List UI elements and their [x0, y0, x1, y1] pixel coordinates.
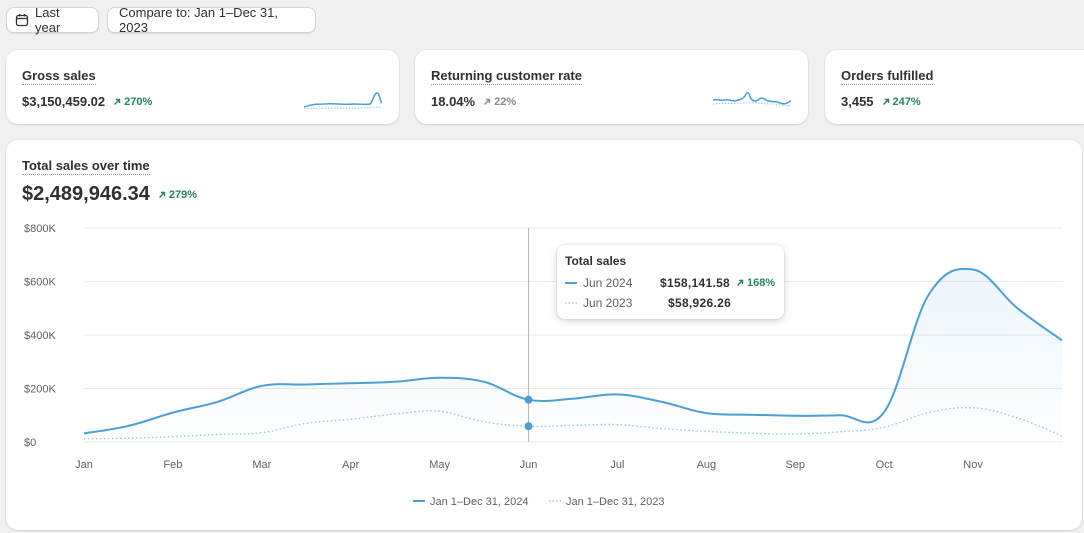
compare-button[interactable]: Compare to: Jan 1–Dec 31, 2023	[107, 5, 316, 35]
primary-series-point	[524, 395, 533, 404]
tooltip-title: Total sales	[565, 254, 627, 268]
tooltip-swatch-current	[565, 282, 577, 284]
metric-value-text: 3,455	[841, 94, 874, 109]
metric-delta-text: 270%	[124, 95, 153, 108]
tooltip-delta: 168%	[736, 277, 775, 289]
metric-value-text: 18.04%	[431, 94, 476, 109]
x-tick-label: Jul	[610, 459, 624, 471]
metric-delta: 22%	[483, 96, 516, 108]
tooltip-delta-text: 168%	[747, 277, 776, 289]
primary-series-area	[84, 268, 1062, 442]
compare-label: Compare to: Jan 1–Dec 31, 2023	[119, 5, 278, 35]
legend-label-previous: Jan 1–Dec 31, 2023	[566, 496, 664, 508]
metric-title: Orders fulfilled	[841, 68, 934, 85]
calendar-icon	[15, 13, 29, 27]
y-tick-label: $400K	[24, 330, 56, 342]
arrow-up-right-icon	[882, 98, 889, 105]
x-tick-label: Nov	[963, 459, 983, 471]
tooltip-value-previous: $58,926.26	[668, 296, 732, 310]
x-tick-label: May	[429, 459, 450, 471]
y-tick-label: $200K	[24, 384, 56, 396]
card-value: $2,489,946.34 279%	[22, 183, 197, 206]
card-title[interactable]: Total sales over time	[22, 158, 150, 175]
sparkline	[304, 92, 383, 110]
metric-value: 3,455 247%	[841, 94, 921, 109]
total-sales-value: $2,489,946.34	[22, 183, 150, 205]
metric-delta: 270%	[113, 96, 152, 108]
comparison-series-point	[524, 422, 533, 431]
metric-value: 18.04% 22%	[431, 94, 516, 109]
arrow-up-right-icon	[737, 279, 744, 286]
x-tick-label: Jan	[75, 459, 93, 471]
date-range-button[interactable]: Last year	[6, 5, 99, 35]
chart-legend: Jan 1–Dec 31, 2024 Jan 1–Dec 31, 2023	[413, 496, 664, 508]
total-sales-card: Total sales over time $2,489,946.34 279%…	[6, 140, 1082, 530]
metric-value-text: $3,150,459.02	[22, 94, 106, 109]
metric-value: $3,150,459.02 270%	[22, 94, 152, 109]
x-tick-label: Mar	[252, 459, 271, 471]
metric-delta-text: 22%	[494, 95, 517, 108]
chart-tooltip: Total sales Jun 2024 $158,141.58 168% Ju…	[557, 245, 784, 319]
x-tick-label: Feb	[163, 459, 182, 471]
x-axis: Jan Feb Mar Apr May Jun Jul Aug Sep Oct Nov	[75, 459, 983, 471]
x-tick-label: Aug	[697, 459, 717, 471]
tooltip-swatch-previous	[565, 302, 577, 304]
tooltip-period-previous: Jun 2023	[583, 296, 633, 310]
legend-label-current: Jan 1–Dec 31, 2024	[430, 496, 528, 508]
metric-delta: 247%	[882, 96, 921, 108]
y-axis: $0 $200K $400K $600K $800K	[24, 223, 56, 449]
x-tick-label: Oct	[876, 459, 893, 471]
metric-card-returning-customer-rate[interactable]: Returning customer rate 18.04% 22%	[415, 50, 808, 124]
total-sales-delta: 279%	[158, 189, 197, 201]
primary-series-line	[83, 267, 1063, 435]
tooltip-row-current: Jun 2024 $158,141.58 168%	[565, 275, 780, 291]
tooltip-value-current: $158,141.58	[660, 276, 731, 290]
y-tick-label: $600K	[24, 277, 56, 289]
sparkline	[713, 92, 792, 106]
total-sales-delta-text: 279%	[168, 188, 198, 201]
metric-title: Returning customer rate	[431, 68, 582, 85]
x-tick-label: Sep	[785, 459, 805, 471]
arrow-up-right-icon	[484, 98, 491, 105]
date-range-label: Last year	[35, 5, 61, 35]
comparison-series-line	[83, 406, 1063, 440]
metric-card-gross-sales[interactable]: Gross sales $3,150,459.02 270%	[6, 50, 399, 124]
x-tick-label: Jun	[520, 459, 538, 471]
tooltip-row-previous: Jun 2023 $58,926.26	[565, 295, 780, 311]
metric-title: Gross sales	[22, 68, 96, 85]
sales-line-chart[interactable]: $0 $200K $400K $600K $800K Jan Feb Mar Apr May Ju…	[6, 140, 1082, 530]
y-tick-label: $800K	[24, 223, 56, 235]
metric-delta-text: 247%	[892, 95, 921, 108]
arrow-up-right-icon	[114, 98, 121, 105]
arrow-up-right-icon	[158, 191, 166, 198]
x-tick-label: Apr	[342, 459, 359, 471]
y-tick-label: $0	[24, 437, 36, 449]
metric-card-orders-fulfilled[interactable]: Orders fulfilled 3,455 247%	[825, 50, 1084, 124]
tooltip-period-current: Jun 2024	[583, 276, 633, 290]
